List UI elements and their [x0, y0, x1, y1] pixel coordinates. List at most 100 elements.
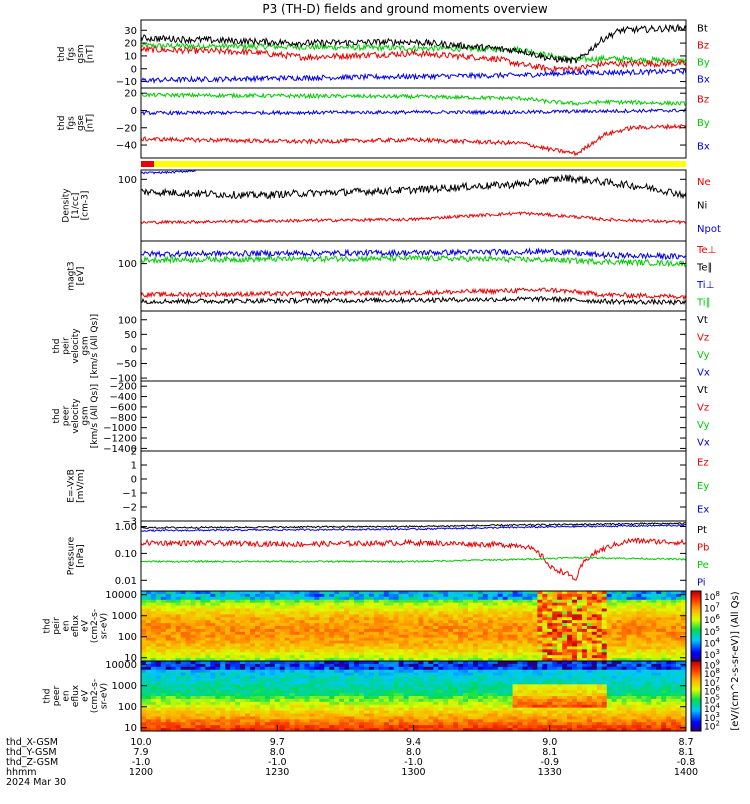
heatmap-cell — [488, 594, 493, 597]
heatmap-cell — [300, 652, 305, 655]
heatmap-cell — [171, 679, 176, 682]
heatmap-cell — [309, 716, 314, 719]
heatmap-cell — [651, 611, 656, 614]
heatmap-cell — [483, 614, 488, 617]
heatmap-cell — [215, 620, 220, 623]
heatmap-cell — [181, 635, 186, 638]
heatmap-cell — [265, 632, 270, 635]
heatmap-cell — [176, 714, 181, 717]
heatmap-cell — [458, 693, 463, 696]
heatmap-cell — [468, 716, 473, 719]
heatmap-cell — [359, 699, 364, 702]
heatmap-cell — [463, 676, 468, 679]
heatmap-cell — [225, 626, 230, 629]
heatmap-cell — [646, 617, 651, 620]
heatmap-cell — [656, 635, 661, 638]
heatmap-cell — [518, 693, 523, 696]
heatmap-cell — [523, 597, 528, 600]
heatmap-cell — [493, 629, 498, 632]
heatmap-cell — [220, 629, 225, 632]
heatmap-cell — [151, 609, 156, 612]
heatmap-cell — [438, 644, 443, 647]
heatmap-cell — [676, 597, 681, 600]
heatmap-cell — [423, 626, 428, 629]
heatmap-cell — [503, 708, 508, 711]
heatmap-cell — [240, 716, 245, 719]
heatmap-cell — [597, 629, 602, 632]
heatmap-cell — [473, 594, 478, 597]
heatmap-cell — [354, 670, 359, 673]
heatmap-cell — [250, 614, 255, 617]
heatmap-cell — [552, 614, 557, 617]
heatmap-cell — [513, 626, 518, 629]
heatmap-cell — [275, 719, 280, 722]
heatmap-cell — [493, 725, 498, 728]
heatmap-cell — [270, 635, 275, 638]
heatmap-cell — [295, 632, 300, 635]
heatmap-cell — [300, 714, 305, 717]
heatmap-cell — [612, 603, 617, 606]
heatmap-cell — [428, 687, 433, 690]
heatmap-cell — [186, 635, 191, 638]
heatmap-cell — [156, 603, 161, 606]
heatmap-cell — [448, 600, 453, 603]
heatmap-cell — [349, 722, 354, 725]
heatmap-cell — [438, 600, 443, 603]
heatmap-cell — [537, 652, 542, 655]
heatmap-cell — [245, 629, 250, 632]
heatmap-cell — [404, 696, 409, 699]
heatmap-cell — [409, 638, 414, 641]
heatmap-cell — [186, 620, 191, 623]
heatmap-cell — [305, 687, 310, 690]
heatmap-cell — [547, 714, 552, 717]
heatmap-cell — [250, 684, 255, 687]
heatmap-cell — [200, 676, 205, 679]
heatmap-cell — [295, 614, 300, 617]
heatmap-cell — [453, 667, 458, 670]
heatmap-cell — [532, 693, 537, 696]
heatmap-cell — [324, 626, 329, 629]
y-axis-label-line: gsm — [81, 406, 91, 425]
heatmap-cell — [210, 632, 215, 635]
heatmap-cell — [300, 594, 305, 597]
heatmap-cell — [260, 714, 265, 717]
heatmap-cell — [354, 655, 359, 658]
heatmap-cell — [220, 606, 225, 609]
heatmap-cell — [498, 690, 503, 693]
heatmap-cell — [305, 711, 310, 714]
heatmap-cell — [433, 684, 438, 687]
heatmap-cell — [290, 670, 295, 673]
y-axis-label-line: peer — [62, 405, 72, 426]
heatmap-cell — [379, 649, 384, 652]
heatmap-cell — [146, 716, 151, 719]
heatmap-cell — [532, 708, 537, 711]
heatmap-cell — [463, 693, 468, 696]
heatmap-cell — [612, 632, 617, 635]
heatmap-cell — [319, 617, 324, 620]
heatmap-cell — [508, 693, 513, 696]
legend-entry: Ti⊥ — [696, 280, 714, 291]
heatmap-cell — [394, 708, 399, 711]
heatmap-cell — [399, 679, 404, 682]
heatmap-cell — [186, 597, 191, 600]
heatmap-cell — [285, 702, 290, 705]
heatmap-cell — [265, 687, 270, 690]
heatmap-cell — [468, 725, 473, 728]
heatmap-cell — [483, 617, 488, 620]
heatmap-cell — [651, 617, 656, 620]
heatmap-cell — [344, 670, 349, 673]
heatmap-cell — [290, 696, 295, 699]
heatmap-cell — [166, 687, 171, 690]
series-line-1 — [141, 212, 686, 224]
heatmap-cell — [632, 609, 637, 612]
heatmap-cell — [478, 606, 483, 609]
heatmap-cell — [235, 670, 240, 673]
heatmap-cell — [498, 722, 503, 725]
heatmap-cell — [542, 699, 547, 702]
heatmap-cell — [448, 687, 453, 690]
heatmap-cell — [186, 600, 191, 603]
heatmap-cell — [230, 655, 235, 658]
heatmap-cell — [250, 641, 255, 644]
heatmap-cell — [478, 705, 483, 708]
heatmap-cell — [171, 646, 176, 649]
